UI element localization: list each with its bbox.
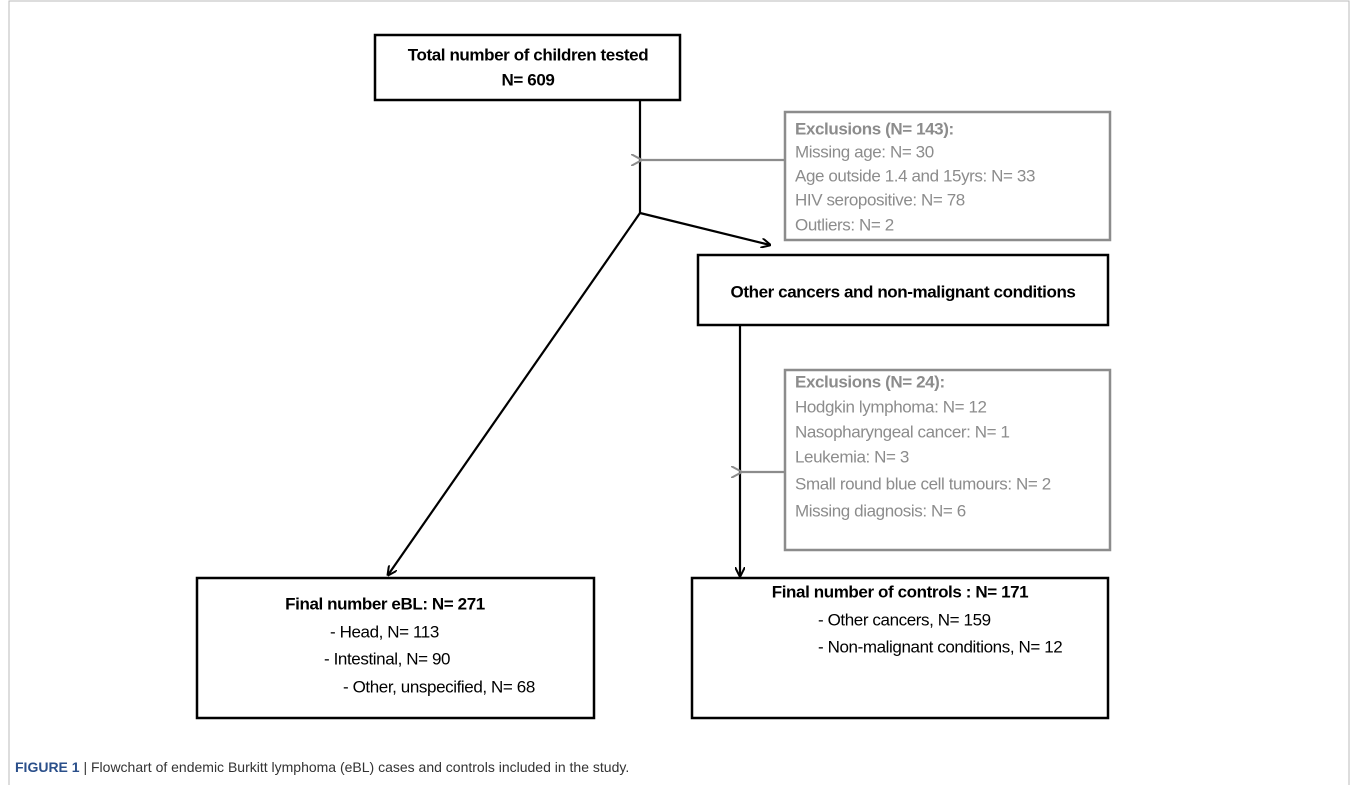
node-box [696, 253, 1110, 327]
node-text: N= 609 [502, 70, 555, 89]
node-text: - Non-malignant conditions, N= 12 [818, 637, 1062, 656]
exclusion-box [783, 110, 1112, 242]
exclusion-box [783, 368, 1112, 552]
caption: FIGURE 1 | Flowchart of endemic Burkitt … [15, 759, 629, 775]
node-text: Nasopharyngeal cancer: N= 1 [795, 422, 1010, 441]
node-text: - Head, N= 113 [330, 622, 439, 641]
arrow [388, 212, 641, 575]
node-text: Exclusions (N= 143): [795, 119, 954, 138]
node-text: Small round blue cell tumours: N= 2 [795, 474, 1051, 493]
node-box [690, 576, 1110, 720]
node-text: - Other cancers, N= 159 [818, 610, 991, 629]
node-text: Final number eBL: N= 271 [285, 594, 485, 613]
node-text: Age outside 1.4 and 15yrs: N= 33 [795, 166, 1035, 185]
node-text: Hodgkin lymphoma: N= 12 [795, 397, 987, 416]
node-text: Other cancers and non-malignant conditio… [731, 282, 1076, 301]
caption-label: FIGURE 1 [15, 759, 80, 775]
node-box [195, 576, 596, 720]
node-text: - Intestinal, N= 90 [324, 649, 450, 668]
arrow [639, 211, 770, 245]
frame [8, 0, 1350, 785]
node-text: - Other, unspecified, N= 68 [343, 677, 535, 696]
caption-text: | Flowchart of endemic Burkitt lymphoma … [80, 759, 630, 775]
node-text: Missing diagnosis: N= 6 [795, 501, 966, 520]
node-text: Total number of children tested [408, 45, 648, 64]
node-text: Exclusions (N= 24): [795, 372, 945, 391]
node-box [373, 33, 682, 102]
node-text: Outliers: N= 2 [795, 215, 894, 234]
node-text: Missing age: N= 30 [795, 142, 934, 161]
node-text: HIV seropositive: N= 78 [795, 190, 965, 209]
node-text: Final number of controls : N= 171 [772, 582, 1028, 601]
node-text: Leukemia: N= 3 [795, 447, 909, 466]
